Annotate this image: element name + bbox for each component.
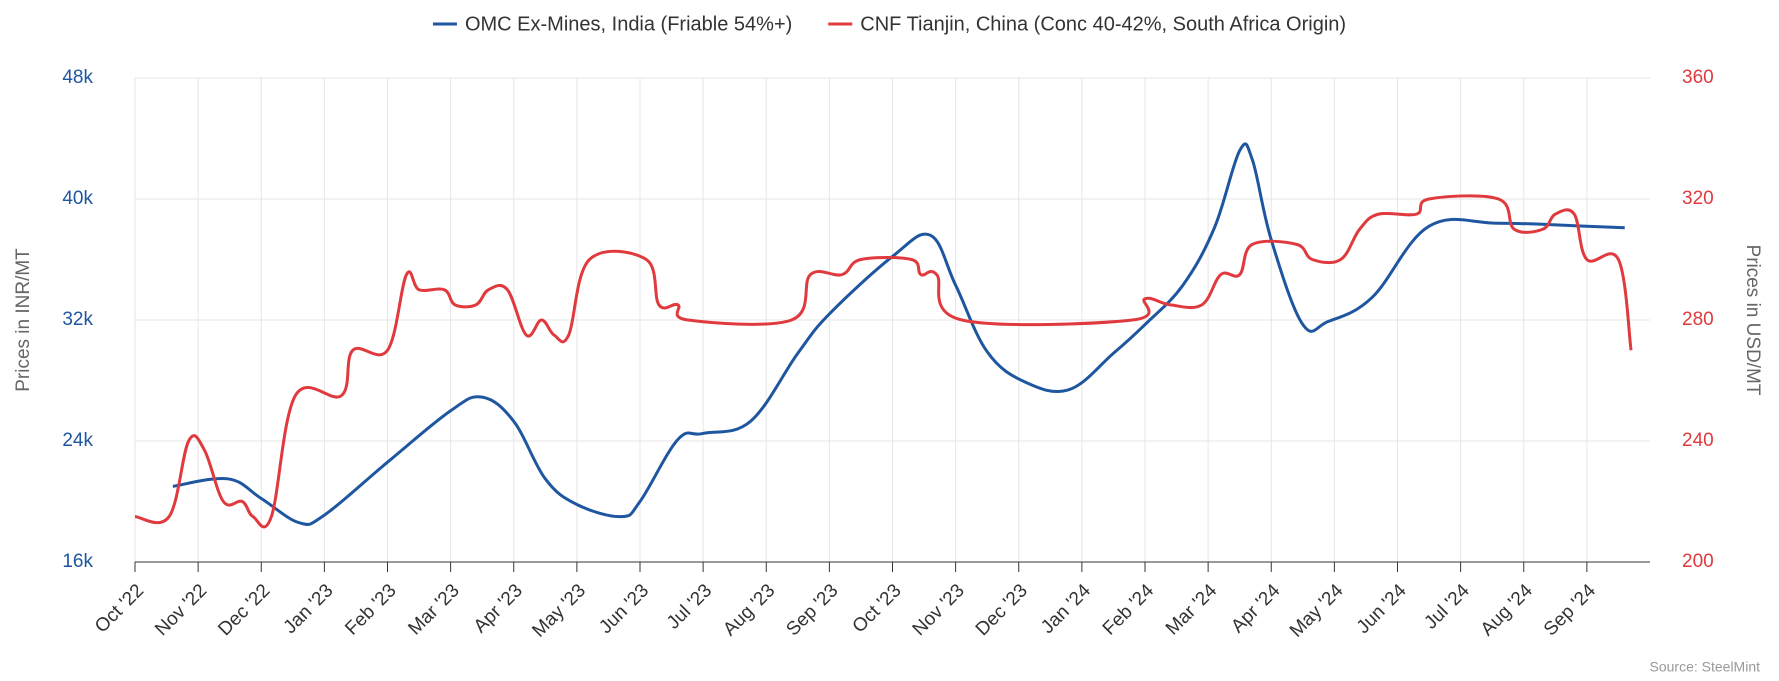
x-tick-label: Feb '24 — [1099, 580, 1159, 640]
y2-tick-label: 280 — [1682, 309, 1714, 330]
y2-tick-label: 200 — [1682, 551, 1714, 572]
x-tick-label: Nov '23 — [909, 580, 969, 640]
x-tick-label: Jul '24 — [1420, 580, 1474, 634]
legend-label: OMC Ex-Mines, India (Friable 54%+) — [465, 13, 792, 35]
y-tick-label: 48k — [62, 67, 93, 88]
y-tick-label: 40k — [62, 188, 93, 209]
y-tick-label: 32k — [62, 309, 93, 330]
x-tick-label: Dec '22 — [214, 580, 274, 640]
y-tick-label: 16k — [62, 551, 93, 572]
x-tick-label: Sep '23 — [782, 580, 842, 640]
y-axis-title: Prices in INR/MT — [13, 248, 34, 392]
x-tick-label: Apr '24 — [1227, 580, 1284, 637]
x-tick-label: Aug '24 — [1477, 580, 1537, 640]
legend: OMC Ex-Mines, India (Friable 54%+) CNF Ti… — [432, 13, 1346, 35]
x-tick-label: Jul '23 — [663, 580, 716, 633]
x-tick-label: Nov '22 — [151, 580, 211, 640]
x-tick-label: Aug '23 — [719, 580, 779, 640]
y-tick-label: 24k — [62, 430, 93, 451]
legend-label: CNF Tianjin, China (Conc 40-42%, South A… — [860, 13, 1346, 35]
x-tick-label: Feb '23 — [341, 580, 400, 639]
x-tick-label: Mar '24 — [1162, 580, 1222, 640]
x-tick-label: Jun '24 — [1353, 580, 1411, 638]
y2-tick-label: 360 — [1682, 67, 1714, 88]
x-tick-label: Oct '23 — [849, 580, 906, 637]
y2-tick-label: 240 — [1682, 430, 1714, 451]
x-tick-label: May '23 — [528, 580, 589, 641]
x-tick-label: Jan '23 — [280, 580, 338, 638]
x-tick-label: Jun '23 — [595, 580, 653, 638]
x-tick-label: Apr '23 — [470, 580, 527, 637]
series-line — [172, 142, 1625, 526]
y2-axis-title: Prices in USD/MT — [1742, 245, 1763, 396]
x-tick-label: Sep '24 — [1540, 580, 1600, 640]
x-tick-label: Oct '22 — [91, 580, 148, 637]
x-tick-label: Jan '24 — [1037, 580, 1095, 638]
x-tick-label: Mar '23 — [404, 580, 463, 639]
series-line — [134, 194, 1633, 529]
y2-tick-label: 320 — [1682, 188, 1714, 209]
source-note: Source: SteelMint — [1650, 659, 1761, 675]
x-tick-label: Dec '23 — [972, 580, 1032, 640]
x-tick-label: May '24 — [1286, 580, 1348, 642]
